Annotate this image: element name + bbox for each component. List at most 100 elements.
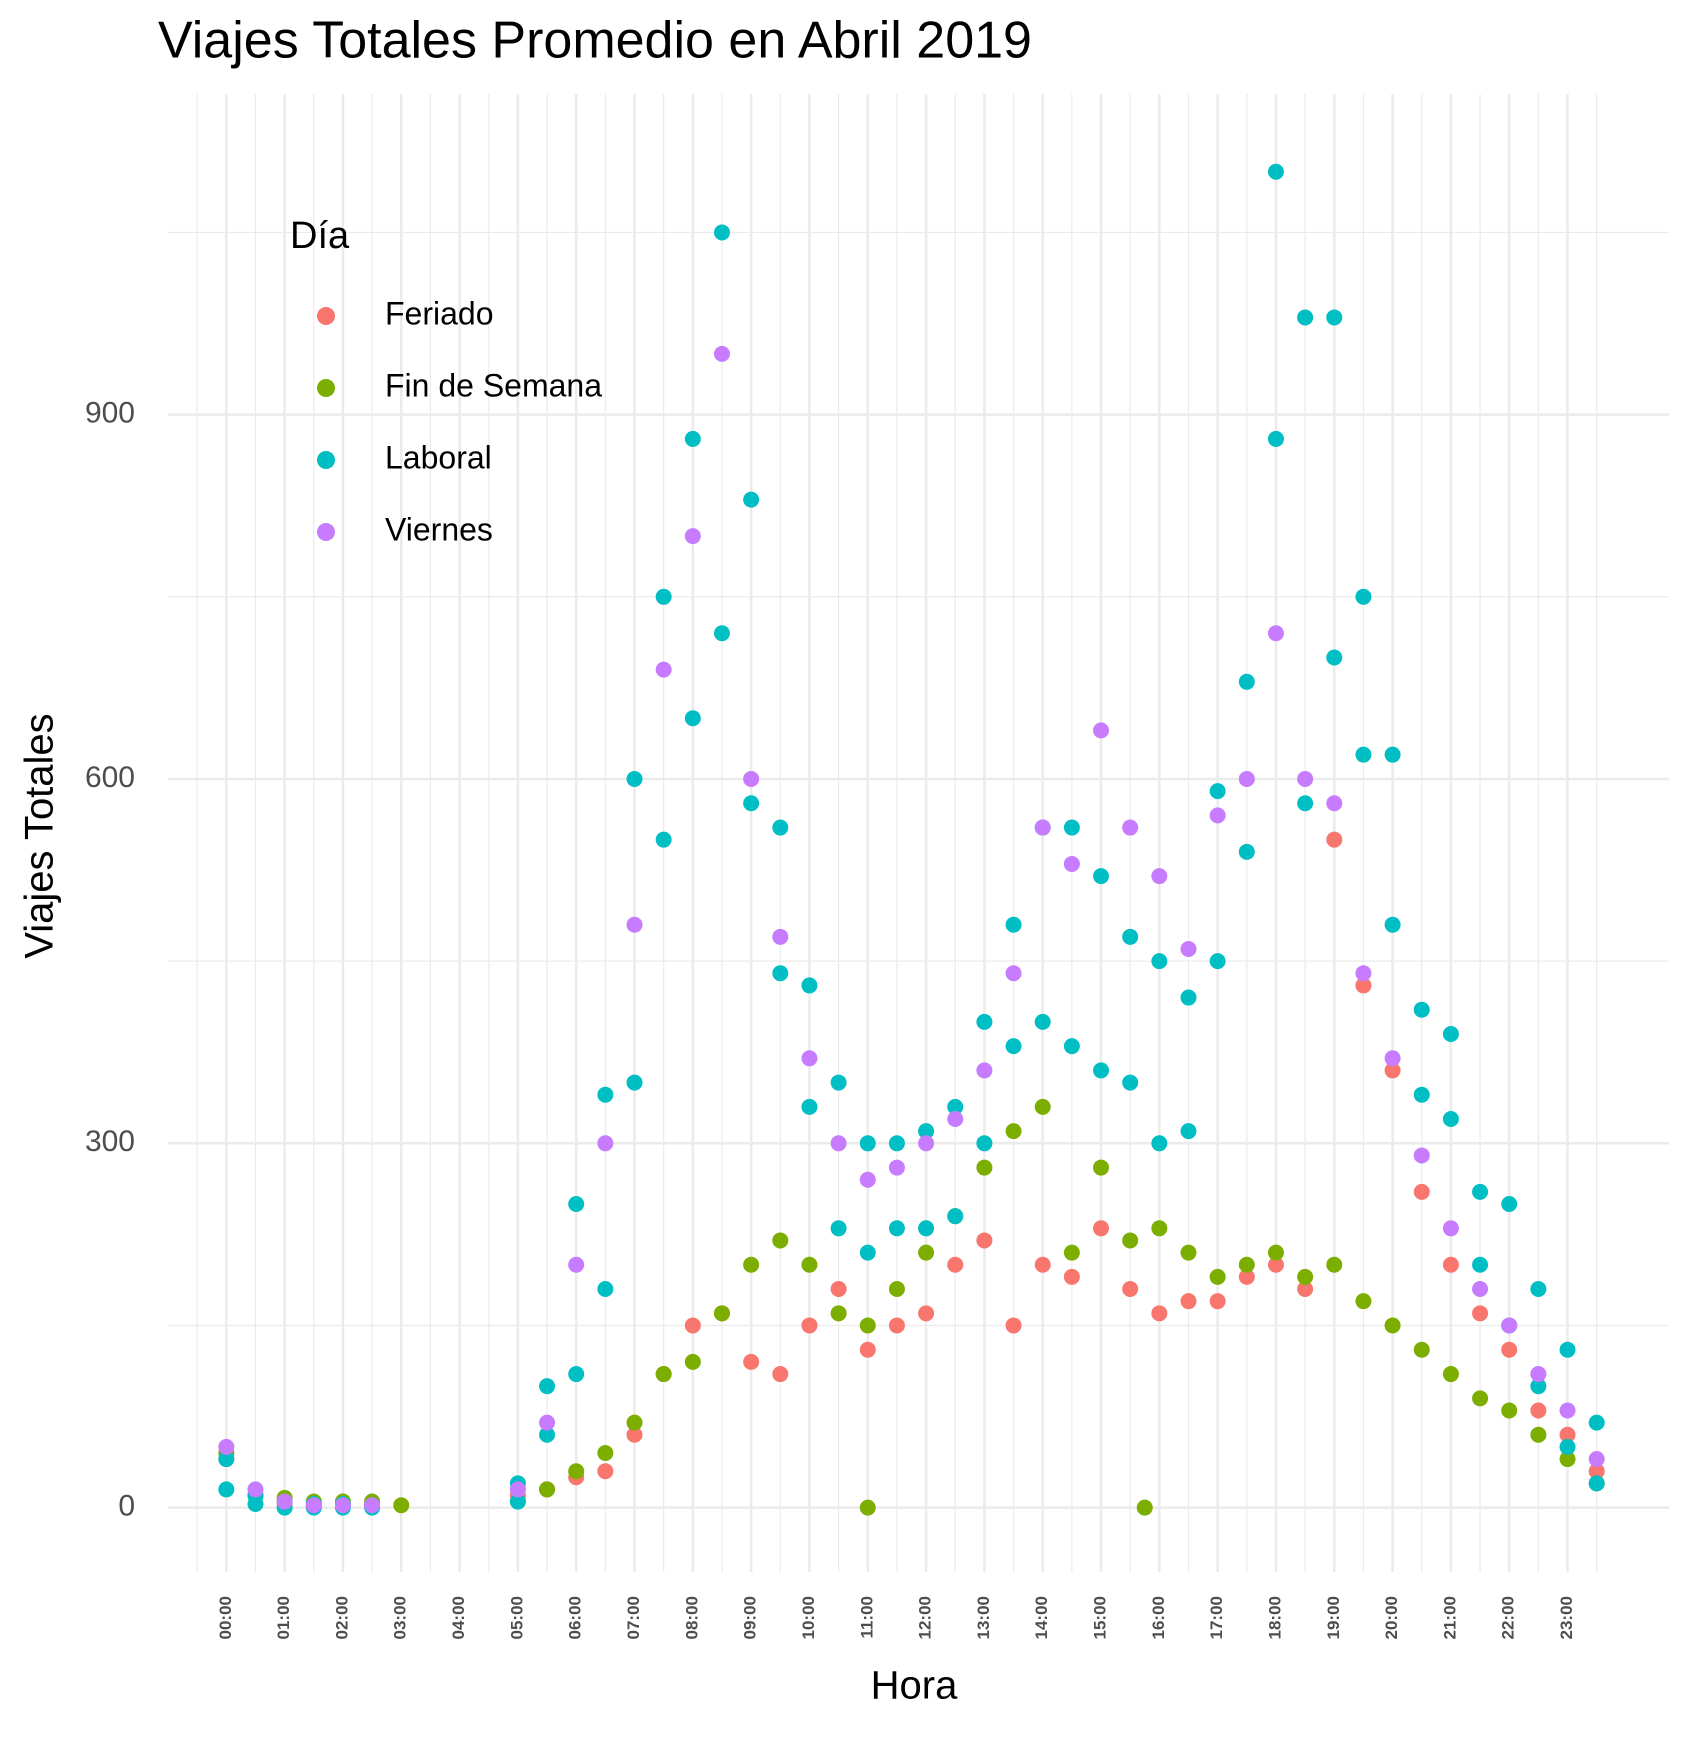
- point: [1267, 430, 1284, 447]
- point: [859, 1135, 876, 1152]
- point: [626, 770, 643, 787]
- point: [1267, 1244, 1284, 1261]
- point: [1501, 1317, 1518, 1334]
- legend-label: Fin de Semana: [385, 367, 602, 403]
- point: [1209, 807, 1226, 824]
- point: [1034, 1098, 1051, 1115]
- legend-label: Laboral: [385, 439, 492, 475]
- x-tick-label: 14:00: [1032, 1596, 1051, 1639]
- point: [713, 1305, 730, 1322]
- point: [655, 588, 672, 605]
- point: [801, 1098, 818, 1115]
- point: [1355, 746, 1372, 763]
- point: [1005, 1317, 1022, 1334]
- point: [859, 1317, 876, 1334]
- point: [1355, 588, 1372, 605]
- point: [1530, 1378, 1547, 1395]
- x-tick-label: 20:00: [1382, 1596, 1401, 1639]
- point: [1501, 1196, 1518, 1213]
- point: [1501, 1402, 1518, 1419]
- point: [1093, 1062, 1110, 1079]
- y-tick-label: 0: [118, 1490, 135, 1523]
- y-tick-label: 600: [85, 761, 135, 794]
- y-tick-label: 300: [85, 1125, 135, 1158]
- point: [859, 1341, 876, 1358]
- point: [1472, 1281, 1489, 1298]
- point: [1151, 1220, 1168, 1237]
- point: [1326, 649, 1343, 666]
- point: [1297, 795, 1314, 812]
- point: [830, 1220, 847, 1237]
- point: [1530, 1402, 1547, 1419]
- point: [1297, 1268, 1314, 1285]
- point: [218, 1481, 235, 1498]
- legend-label: Feriado: [385, 295, 494, 331]
- point: [1093, 1220, 1110, 1237]
- point: [1180, 989, 1197, 1006]
- point: [713, 625, 730, 642]
- point: [888, 1159, 905, 1176]
- point: [1063, 855, 1080, 872]
- point: [1442, 1220, 1459, 1237]
- point: [713, 345, 730, 362]
- point: [1442, 1256, 1459, 1273]
- point: [568, 1366, 585, 1383]
- x-tick-label: 21:00: [1440, 1596, 1459, 1639]
- legend-marker: [317, 307, 335, 325]
- point: [1355, 965, 1372, 982]
- point: [976, 1159, 993, 1176]
- point: [276, 1493, 293, 1510]
- point: [1238, 1268, 1255, 1285]
- point: [1326, 309, 1343, 326]
- point: [1588, 1414, 1605, 1431]
- legend-marker: [317, 379, 335, 397]
- point: [1151, 1305, 1168, 1322]
- point: [626, 1414, 643, 1431]
- point: [772, 928, 789, 945]
- point: [976, 1135, 993, 1152]
- point: [1559, 1426, 1576, 1443]
- point: [1530, 1366, 1547, 1383]
- point: [801, 1317, 818, 1334]
- x-tick-label: 13:00: [974, 1596, 993, 1639]
- point: [1588, 1451, 1605, 1468]
- point: [772, 819, 789, 836]
- x-tick-label: 04:00: [449, 1596, 468, 1639]
- x-tick-label: 10:00: [799, 1596, 818, 1639]
- point: [1472, 1390, 1489, 1407]
- point: [1297, 309, 1314, 326]
- point: [1267, 625, 1284, 642]
- point: [539, 1426, 556, 1443]
- point: [1122, 1074, 1139, 1091]
- point: [976, 1062, 993, 1079]
- point: [1384, 1317, 1401, 1334]
- x-tick-label: 09:00: [741, 1596, 760, 1639]
- chart-title: Viajes Totales Promedio en Abril 2019: [158, 12, 1032, 70]
- point: [859, 1244, 876, 1261]
- point: [1093, 868, 1110, 885]
- legend-label: Viernes: [385, 511, 493, 547]
- point: [1384, 746, 1401, 763]
- point: [597, 1463, 614, 1480]
- point: [918, 1244, 935, 1261]
- x-tick-label: 18:00: [1265, 1596, 1284, 1639]
- point: [1267, 163, 1284, 180]
- point: [1559, 1402, 1576, 1419]
- point: [1297, 770, 1314, 787]
- point: [1442, 1025, 1459, 1042]
- point: [539, 1481, 556, 1498]
- point: [1413, 1183, 1430, 1200]
- point: [684, 710, 701, 727]
- point: [801, 977, 818, 994]
- point: [626, 916, 643, 933]
- point: [1151, 1135, 1168, 1152]
- point: [1588, 1463, 1605, 1480]
- point: [947, 1208, 964, 1225]
- point: [626, 1426, 643, 1443]
- point: [1588, 1475, 1605, 1492]
- point: [1122, 1281, 1139, 1298]
- point: [1122, 1232, 1139, 1249]
- x-tick-label: 06:00: [566, 1596, 585, 1639]
